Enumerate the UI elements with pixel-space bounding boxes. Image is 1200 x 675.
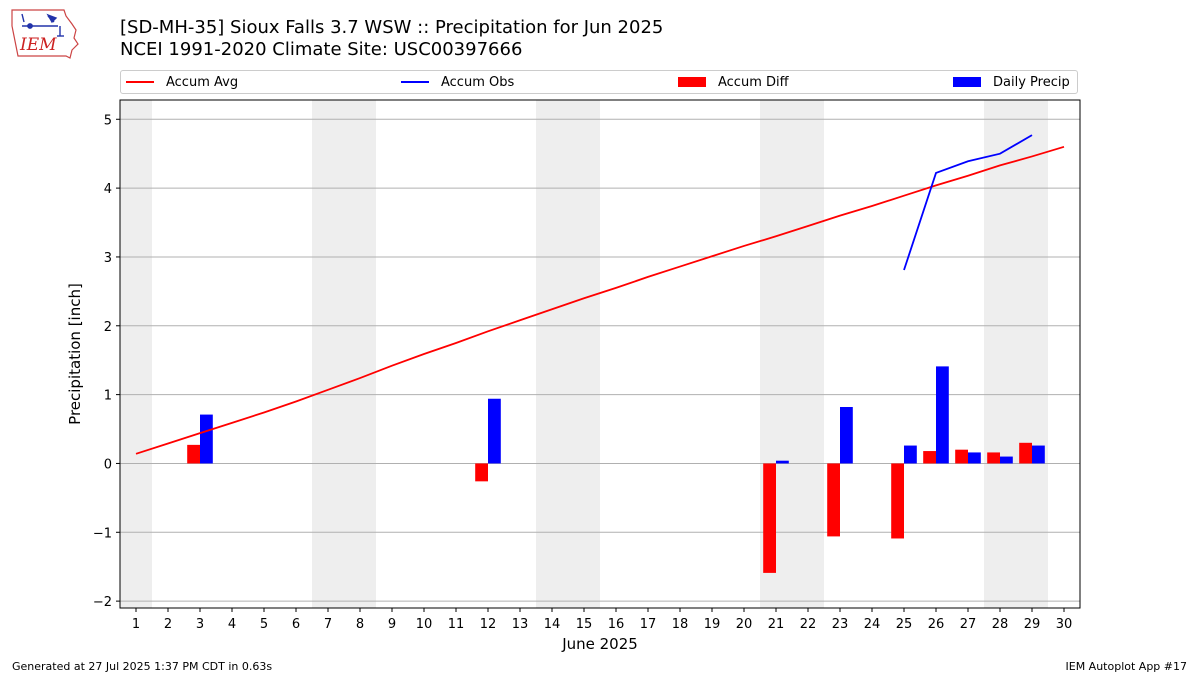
accum-diff-bar-12 (475, 463, 488, 482)
x-tick-label: 16 (608, 617, 625, 632)
y-axis-ticks: −2 −1 0 1 2 3 4 5 (93, 113, 120, 610)
x-tick-label: 29 (1024, 617, 1041, 632)
legend-label-accum-avg: Accum Avg (166, 75, 239, 90)
accum-diff-bar-29 (1019, 442, 1032, 464)
daily-precip-bar-12 (488, 398, 501, 464)
footer-app: IEM Autoplot App #17 (1065, 660, 1188, 673)
x-tick-label: 9 (388, 617, 396, 632)
accum-diff-bar-25 (891, 463, 904, 539)
footer-generated: Generated at 27 Jul 2025 1:37 PM CDT in … (12, 660, 273, 673)
legend-label-accum-obs: Accum Obs (441, 75, 515, 90)
legend-item-accum-diff: Accum Diff (678, 74, 789, 92)
chart-title: [SD-MH-35] Sioux Falls 3.7 WSW :: Precip… (120, 17, 664, 38)
x-tick-label: 17 (640, 617, 657, 632)
accum-diff-bar-28 (987, 452, 1000, 464)
legend: Accum Avg Accum Obs Accum Diff Daily Pre… (120, 70, 1078, 94)
logo-text: IEM (19, 35, 57, 55)
daily-precip-bar-3 (200, 414, 213, 464)
weather-station-icon (21, 13, 64, 37)
y-tick-label: 1 (104, 389, 112, 404)
x-tick-label: 12 (480, 617, 497, 632)
x-tick-label: 2 (164, 617, 172, 632)
legend-swatch-daily-precip (953, 76, 981, 87)
legend-swatch-accum-diff (678, 76, 706, 87)
x-tick-label: 21 (768, 617, 785, 632)
x-tick-label: 11 (448, 617, 465, 632)
legend-item-daily-precip: Daily Precip (953, 74, 1070, 92)
daily-precip-bar-21 (776, 460, 789, 464)
series-lines (135, 134, 1065, 455)
x-tick-label: 3 (196, 617, 204, 632)
y-tick-label: 2 (104, 320, 112, 335)
accum-diff-bar-27 (955, 449, 968, 464)
iowa-outline-icon (11, 9, 79, 59)
x-tick-label: 6 (292, 617, 300, 632)
legend-swatch-accum-obs (401, 80, 429, 83)
x-tick-label: 7 (324, 617, 332, 632)
bars (187, 366, 1045, 573)
weekend-band-2 (536, 100, 600, 608)
iem-logo: IEM (11, 9, 79, 59)
x-axis-ticks: 1 2 3 4 5 6 7 8 9 10 11 12 13 14 15 16 17 18 19 20 21 22 23 24 2… (132, 608, 1072, 632)
accum-avg-line (135, 145, 1065, 455)
y-tick-label: 5 (104, 113, 112, 128)
daily-precip-bar-29 (1032, 445, 1045, 464)
accum-diff-bar-23 (827, 463, 840, 537)
weekend-band-4 (984, 100, 1048, 608)
legend-item-accum-obs: Accum Obs (401, 74, 514, 92)
weekend-band-1 (312, 100, 376, 608)
chart-subtitle: NCEI 1991-2020 Climate Site: USC00397666 (120, 39, 523, 60)
x-tick-label: 10 (416, 617, 433, 632)
x-tick-label: 8 (356, 617, 364, 632)
y-tick-label: −1 (93, 526, 112, 541)
x-tick-label: 13 (512, 617, 529, 632)
daily-precip-bar-23 (840, 407, 853, 464)
y-tick-label: −2 (93, 595, 112, 610)
weekend-shading (120, 100, 1048, 608)
daily-precip-bar-28 (1000, 456, 1013, 464)
x-tick-label: 19 (704, 617, 721, 632)
x-tick-label: 26 (928, 617, 945, 632)
daily-precip-bar-26 (936, 366, 949, 464)
x-tick-label: 14 (544, 617, 561, 632)
plot-frame (119, 99, 1081, 609)
y-tick-label: 3 (104, 251, 112, 266)
x-tick-label: 27 (960, 617, 977, 632)
accum-obs-line (903, 134, 1033, 271)
y-tick-label: 4 (104, 182, 112, 197)
x-tick-label: 20 (736, 617, 753, 632)
x-tick-label: 1 (132, 617, 140, 632)
y-tick-label: 0 (104, 457, 112, 472)
x-tick-label: 25 (896, 617, 913, 632)
x-tick-label: 18 (672, 617, 689, 632)
x-tick-label: 23 (832, 617, 849, 632)
x-axis-label: June 2025 (561, 635, 638, 653)
accum-diff-bar-3 (187, 444, 200, 464)
legend-label-accum-diff: Accum Diff (718, 75, 789, 90)
x-tick-label: 28 (992, 617, 1009, 632)
grid-lines (120, 118, 1080, 602)
legend-item-accum-avg: Accum Avg (126, 74, 238, 92)
accum-diff-bar-26 (923, 451, 936, 464)
x-tick-label: 15 (576, 617, 593, 632)
weekend-band-0 (120, 100, 152, 608)
x-tick-label: 5 (260, 617, 268, 632)
x-tick-label: 30 (1056, 617, 1073, 632)
daily-precip-bar-27 (968, 452, 981, 464)
y-axis-label: Precipitation [inch] (66, 283, 84, 425)
legend-swatch-accum-avg (126, 80, 154, 83)
x-tick-label: 22 (800, 617, 817, 632)
legend-label-daily-precip: Daily Precip (993, 75, 1070, 90)
accum-diff-bar-21 (763, 463, 776, 573)
x-tick-label: 24 (864, 617, 881, 632)
x-tick-label: 4 (228, 617, 236, 632)
daily-precip-bar-25 (904, 445, 917, 464)
